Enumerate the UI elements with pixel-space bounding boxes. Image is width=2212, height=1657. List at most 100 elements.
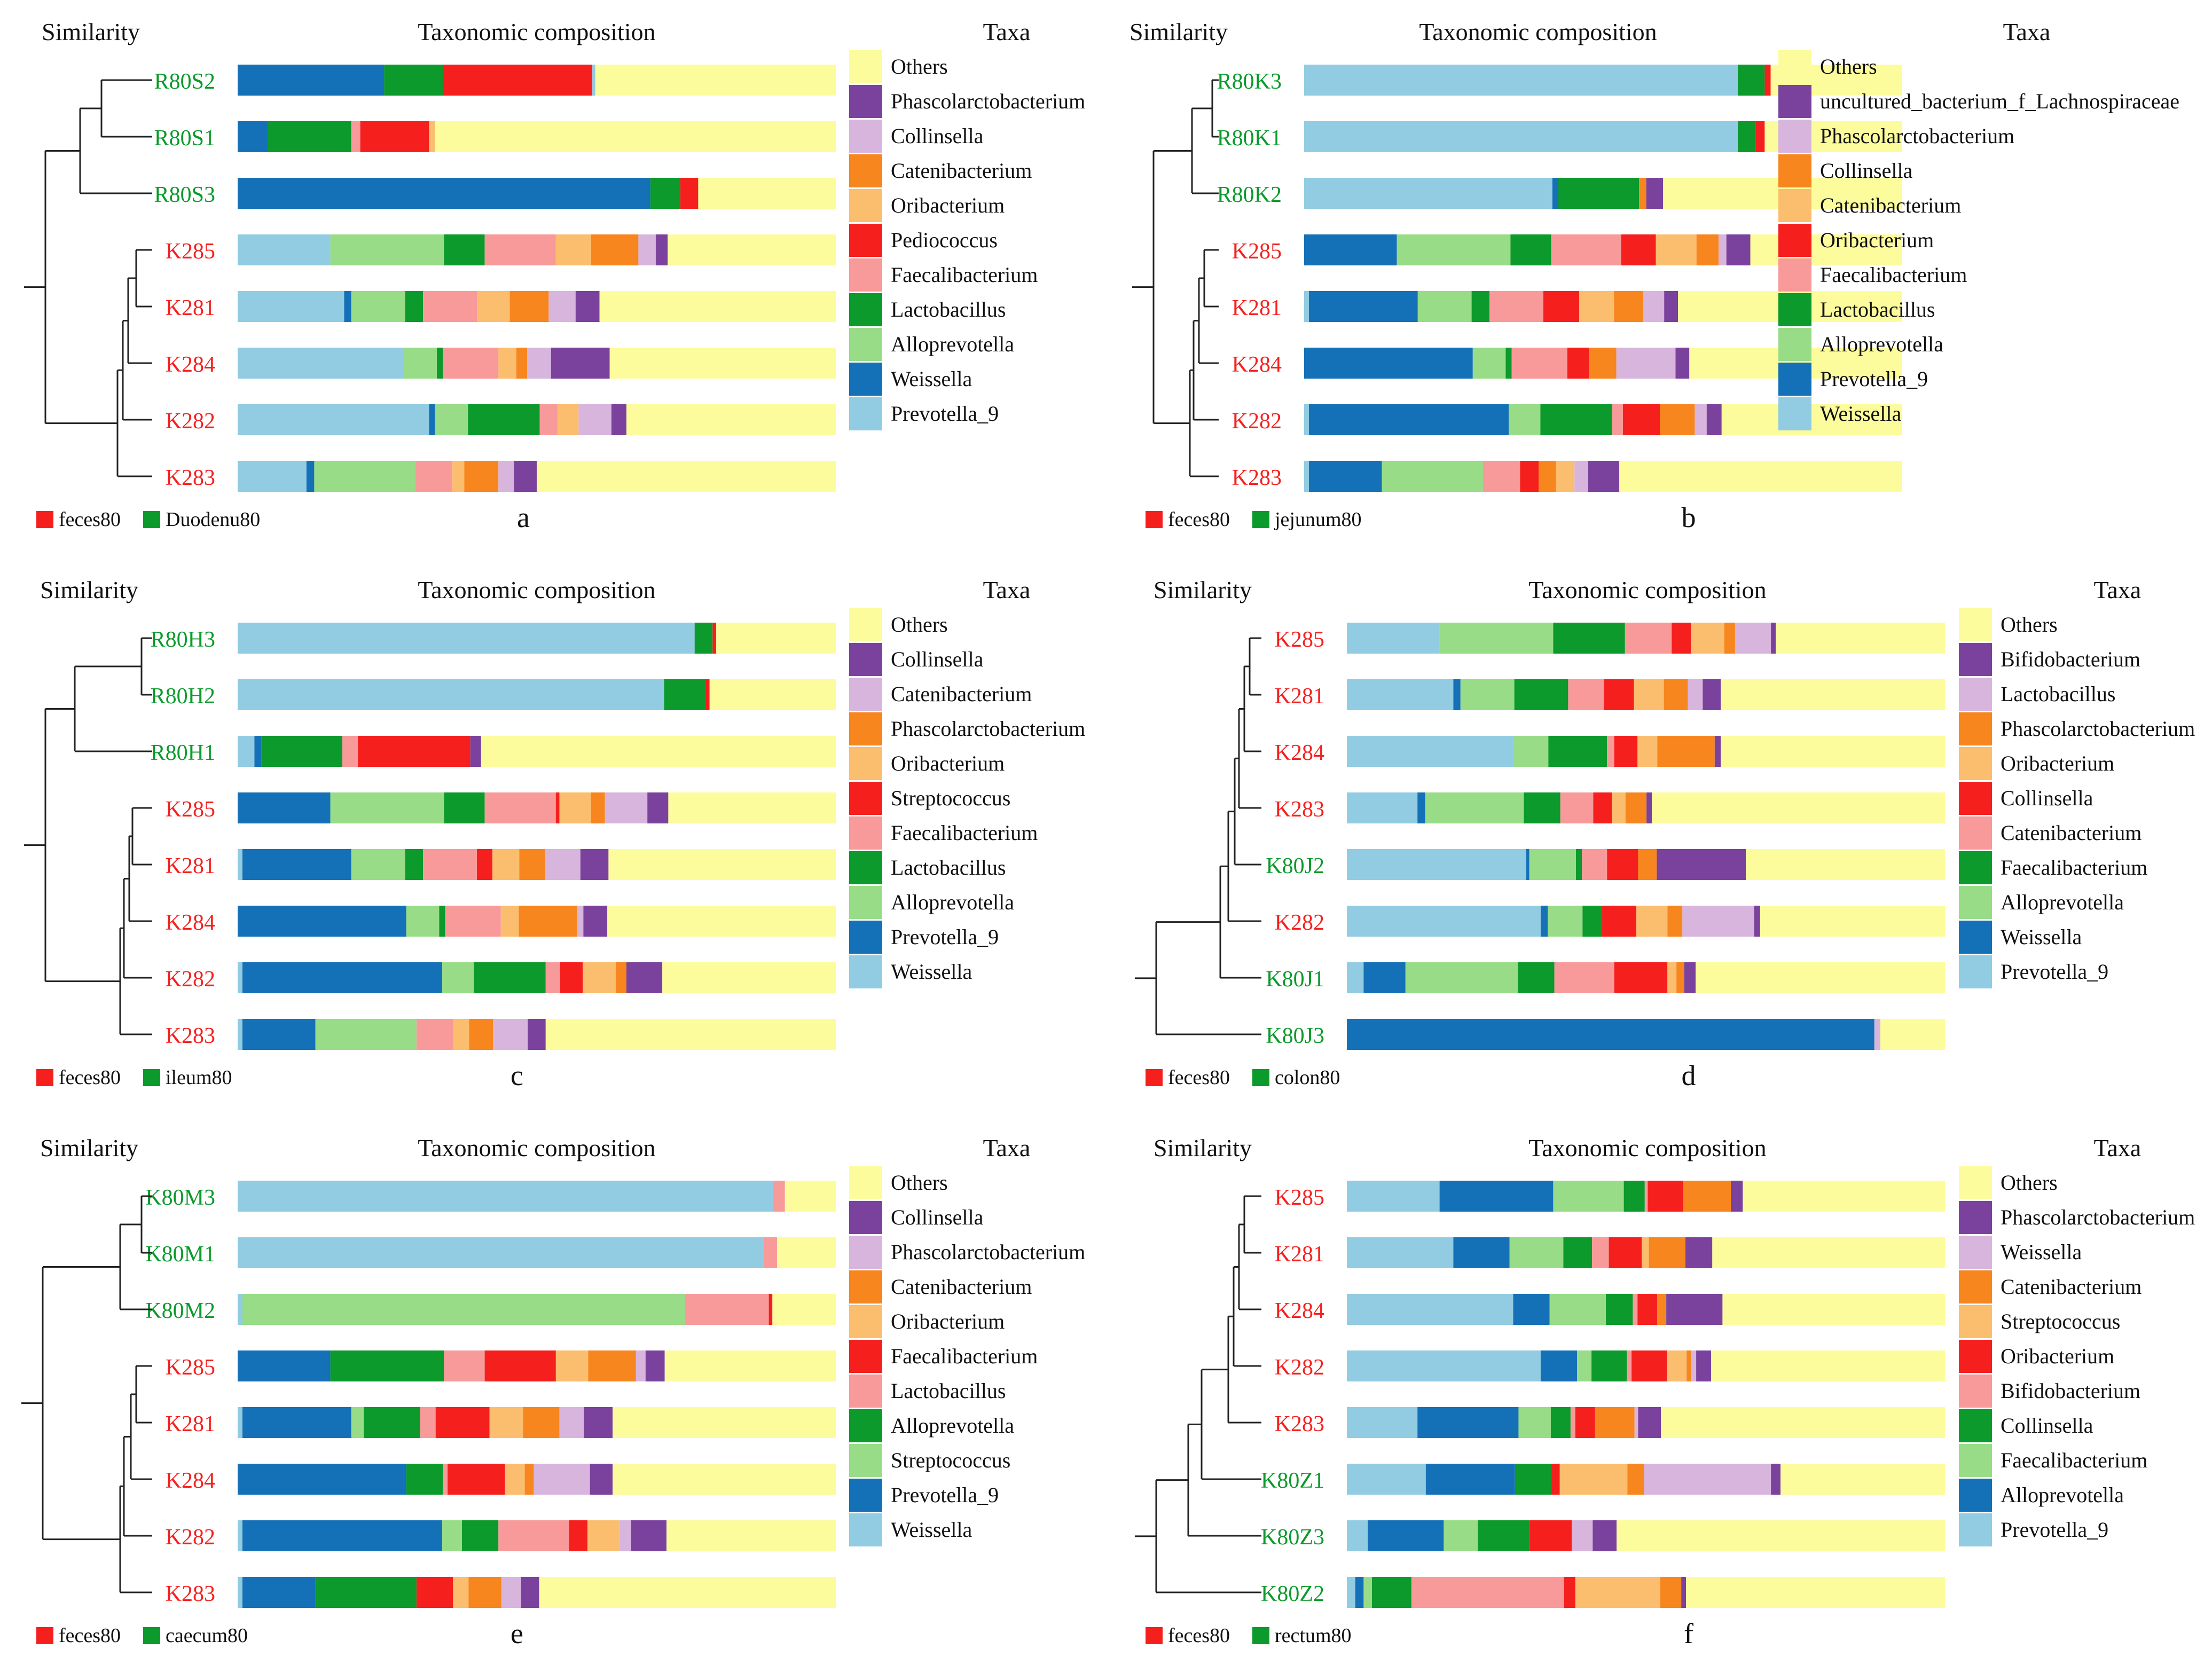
bar-segment bbox=[242, 1407, 351, 1438]
bar-segment bbox=[1631, 1350, 1667, 1381]
bar-segment bbox=[1754, 906, 1760, 937]
chart-title: Taxonomic composition bbox=[418, 576, 655, 603]
legend-label: Collinsella bbox=[891, 1205, 984, 1229]
bar-segment bbox=[545, 1019, 836, 1050]
bar-segment bbox=[439, 906, 445, 937]
bar-segment bbox=[443, 1464, 448, 1495]
legend-label: Weissella bbox=[2001, 1240, 2082, 1264]
group-swatch bbox=[143, 511, 160, 528]
sample-row-k285: K285 bbox=[166, 234, 836, 265]
legend-label: Phascolarctobacterium bbox=[1820, 124, 2014, 148]
bar-segment bbox=[1347, 792, 1418, 823]
bar-segment bbox=[1695, 404, 1707, 435]
bar-segment bbox=[238, 234, 331, 265]
bar-segment bbox=[1607, 736, 1614, 767]
bar-segment bbox=[1347, 1019, 1874, 1050]
legend-swatch bbox=[849, 1479, 882, 1512]
legend-label: Others bbox=[891, 1171, 948, 1195]
sample-label: K80Z2 bbox=[1261, 1582, 1324, 1606]
bar-segment bbox=[238, 1019, 242, 1050]
bar-segment bbox=[1347, 1407, 1418, 1438]
sample-label: K284 bbox=[1275, 1299, 1324, 1323]
chart-title: Taxonomic composition bbox=[1419, 18, 1657, 45]
bar-segment bbox=[545, 962, 560, 993]
bar-segment bbox=[1880, 1019, 1945, 1050]
bar-segment bbox=[351, 121, 360, 152]
bar-segment bbox=[1731, 1181, 1743, 1212]
sample-row-r80s2: R80S2 bbox=[154, 65, 836, 96]
sample-row-k281: K281 bbox=[1275, 1237, 1945, 1268]
sample-row-k282: K282 bbox=[166, 962, 836, 993]
bar-segment bbox=[468, 404, 540, 435]
legend-title: Taxa bbox=[2003, 18, 2051, 45]
bar-segment bbox=[1643, 291, 1665, 322]
bar-segment bbox=[615, 962, 626, 993]
legend-swatch bbox=[1778, 189, 1811, 222]
bar-segment bbox=[1524, 792, 1560, 823]
legend-swatch bbox=[1959, 1479, 1992, 1512]
legend-label: Catenibacterium bbox=[891, 1275, 1032, 1299]
bar-segment bbox=[1304, 348, 1473, 379]
bar-segment bbox=[351, 291, 405, 322]
sample-label: K282 bbox=[1232, 409, 1282, 434]
bar-segment bbox=[1607, 849, 1638, 880]
bar-segment bbox=[1657, 1294, 1667, 1325]
bar-segment bbox=[1760, 906, 1945, 937]
legend-swatch bbox=[849, 955, 882, 988]
legend-swatch bbox=[849, 85, 882, 118]
bar-segment bbox=[477, 291, 510, 322]
legend-swatch bbox=[849, 120, 882, 153]
bar-segment bbox=[238, 792, 331, 823]
bar-segment bbox=[1637, 1294, 1658, 1325]
legend: Others Phascolarctobacterium Collinsella Ca… bbox=[849, 50, 1085, 430]
sample-row-k281: K281 bbox=[166, 291, 836, 322]
legend-swatch bbox=[1778, 328, 1811, 361]
dendrogram-label: Similarity bbox=[1154, 576, 1252, 603]
bar-segment bbox=[1684, 962, 1696, 993]
legend-swatch bbox=[849, 782, 882, 815]
bar-segment bbox=[578, 404, 611, 435]
dendrogram-label: Similarity bbox=[1129, 18, 1228, 45]
bar-segment bbox=[1657, 736, 1715, 767]
legend-label: Oribacterium bbox=[2001, 751, 2114, 775]
legend: Others Phascolarctobacterium Weissella Cate… bbox=[1959, 1166, 2195, 1546]
bar-segment bbox=[1660, 404, 1695, 435]
bar-segment bbox=[1372, 1577, 1411, 1608]
bar-segment bbox=[442, 962, 474, 993]
group-label: feces80 bbox=[59, 1624, 121, 1647]
chart-title: Taxonomic composition bbox=[1528, 1134, 1766, 1161]
bar-segment bbox=[238, 849, 242, 880]
bar-segment bbox=[1735, 623, 1771, 654]
sample-label: K80M3 bbox=[145, 1185, 215, 1210]
dendrogram-label: Similarity bbox=[42, 18, 140, 45]
bar-segment bbox=[261, 736, 342, 767]
sample-label: R80K1 bbox=[1217, 126, 1282, 151]
bar-segment bbox=[1667, 962, 1677, 993]
sample-label: R80H2 bbox=[151, 684, 215, 709]
legend-swatch bbox=[1959, 643, 1992, 676]
bar-segment bbox=[1616, 348, 1676, 379]
legend-swatch bbox=[1959, 678, 1992, 711]
sample-label: K80Z1 bbox=[1261, 1468, 1324, 1493]
bar-segment bbox=[1719, 234, 1727, 265]
dendrogram bbox=[24, 637, 152, 1035]
bar-segment bbox=[344, 291, 351, 322]
sample-row-k282: K282 bbox=[1275, 1350, 1945, 1381]
legend-label: Prevotella_9 bbox=[891, 1483, 999, 1507]
sample-label: K80M2 bbox=[145, 1299, 215, 1323]
sample-label: K281 bbox=[166, 854, 215, 878]
legend-label: Alloprevotella bbox=[1820, 332, 1943, 356]
bar-segment bbox=[435, 121, 836, 152]
bar-segment bbox=[1529, 849, 1576, 880]
legend-swatch bbox=[1778, 363, 1811, 396]
chart-title: Taxonomic composition bbox=[418, 1134, 655, 1161]
bar-segment bbox=[238, 121, 268, 152]
bar-segment bbox=[1591, 1350, 1627, 1381]
bar-segment bbox=[605, 792, 648, 823]
bar-segment bbox=[539, 1577, 836, 1608]
legend-swatch bbox=[1959, 816, 1992, 850]
group-swatch bbox=[143, 1069, 160, 1086]
bar-segment bbox=[1560, 792, 1594, 823]
legend-swatch bbox=[1959, 1236, 1992, 1269]
bar-segment bbox=[1681, 1577, 1687, 1608]
